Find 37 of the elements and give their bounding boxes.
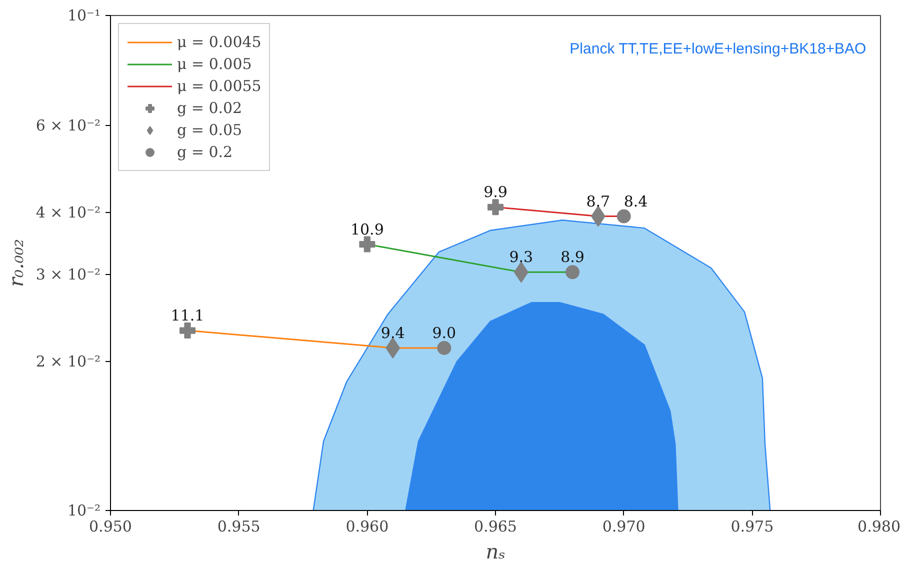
x-tick-label: 0.965	[474, 518, 517, 536]
annotation: 8.4	[624, 192, 648, 210]
annotation: 9.3	[509, 248, 534, 266]
legend-label: g = 0.2	[177, 143, 233, 161]
annotation: 10.9	[350, 220, 384, 238]
x-tick-label: 0.975	[730, 518, 774, 536]
annotation: Planck TT,TE,EE+lowE+lensing+BK18+BAO	[570, 40, 866, 58]
point	[616, 209, 631, 224]
y-tick-label: 2 × 10⁻²	[36, 352, 101, 370]
x-tick-label: 0.960	[346, 518, 389, 536]
point	[180, 322, 196, 339]
y-axis-title: r₀.₀₀₂	[4, 238, 28, 287]
annotation: 8.9	[560, 248, 584, 266]
y-tick-label: 10⁻²	[67, 502, 101, 520]
legend-label: g = 0.02	[177, 99, 242, 117]
point	[566, 265, 580, 280]
annotation: 9.4	[380, 324, 405, 342]
annotation: 8.7	[586, 192, 610, 210]
annotation: 9.9	[484, 183, 508, 202]
annotation: 9.0	[432, 324, 456, 342]
annotation: 11.1	[170, 306, 204, 325]
legend-label: μ = 0.0045	[177, 33, 262, 51]
y-tick-label: 4 × 10⁻²	[36, 203, 101, 222]
y-tick-label: 6 × 10⁻²	[36, 116, 101, 134]
point	[437, 340, 452, 355]
legend-label: g = 0.05	[177, 121, 242, 139]
x-tick-label: 0.980	[858, 518, 901, 536]
x-axis-title: nₛ	[486, 540, 506, 564]
x-tick-label: 0.950	[89, 518, 132, 536]
point	[359, 236, 376, 252]
x-tick-label: 0.970	[602, 518, 646, 536]
x-tick-label: 0.955	[217, 518, 260, 536]
legend-label: μ = 0.0055	[177, 77, 262, 95]
legend-label: μ = 0.005	[177, 55, 252, 73]
y-tick-label: 3 × 10⁻²	[36, 265, 101, 284]
point	[488, 199, 504, 216]
y-tick-label: 10⁻¹	[67, 6, 101, 24]
